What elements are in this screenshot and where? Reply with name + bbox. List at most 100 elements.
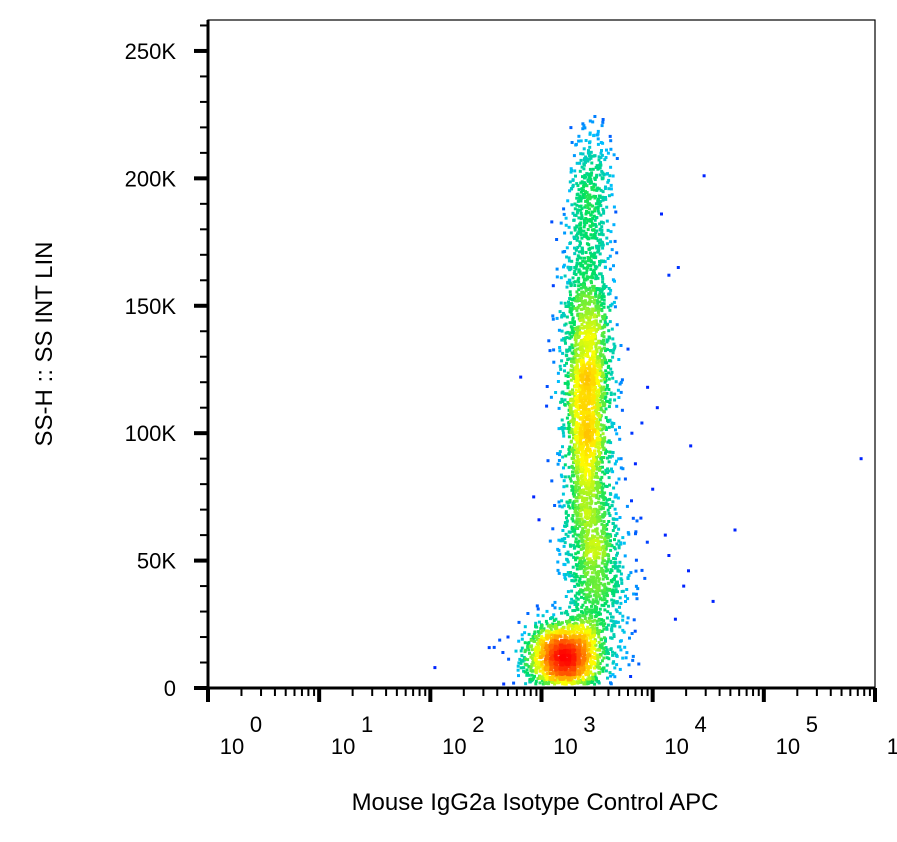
scatter-point (570, 412, 574, 416)
scatter-point (524, 663, 528, 667)
scatter-point (613, 398, 617, 402)
scatter-point (575, 636, 579, 640)
scatter-point (568, 623, 572, 627)
scatter-point (569, 368, 573, 372)
scatter-point (573, 284, 577, 287)
scatter-point (587, 595, 591, 598)
scatter-point (587, 333, 590, 337)
scatter-point (597, 415, 601, 419)
scatter-point (582, 556, 586, 560)
scatter-point (555, 629, 559, 633)
scatter-point (576, 454, 580, 458)
scatter-point (567, 465, 571, 469)
scatter-point (571, 618, 574, 621)
scatter-point (588, 336, 592, 339)
scatter-point (579, 316, 583, 320)
scatter-point (579, 272, 583, 276)
scatter-point (546, 646, 550, 650)
scatter-point (502, 682, 506, 686)
scatter-point (574, 327, 577, 331)
scatter-point (558, 677, 562, 681)
scatter-point (591, 167, 595, 171)
scatter-point (553, 651, 557, 654)
scatter-point (579, 204, 583, 208)
scatter-point (612, 486, 616, 490)
scatter-point (617, 539, 621, 543)
scatter-point (567, 357, 571, 361)
scatter-point (583, 294, 587, 298)
scatter-point (609, 674, 613, 678)
scatter-point (533, 630, 537, 634)
scatter-point (603, 622, 607, 626)
scatter-point (578, 342, 582, 346)
scatter-point (625, 651, 629, 655)
scatter-point (619, 466, 623, 470)
scatter-point (569, 325, 573, 329)
scatter-point (588, 583, 591, 587)
scatter-point (578, 416, 582, 420)
scatter-point (580, 583, 584, 587)
scatter-point (588, 462, 591, 466)
scatter-point (611, 451, 615, 454)
scatter-point (586, 355, 590, 358)
scatter-point (594, 543, 598, 546)
scatter-point (599, 507, 603, 511)
scatter-point (578, 556, 582, 560)
scatter-point (580, 399, 584, 402)
scatter-point (575, 645, 579, 649)
scatter-point (571, 638, 575, 642)
scatter-point (572, 419, 576, 423)
scatter-point (613, 563, 617, 567)
scatter-point (539, 625, 543, 629)
scatter-point (595, 432, 599, 436)
scatter-point (579, 354, 583, 358)
scatter-point (579, 152, 583, 156)
scatter-point (604, 378, 608, 382)
scatter-point (576, 680, 580, 684)
scatter-point (608, 514, 612, 517)
scatter-point (544, 619, 548, 623)
scatter-point (568, 574, 572, 578)
scatter-point (600, 561, 604, 565)
scatter-point (601, 118, 605, 121)
scatter-point (606, 560, 610, 564)
scatter-point (590, 571, 594, 575)
scatter-point (599, 348, 603, 352)
scatter-point (512, 681, 516, 685)
scatter-point (619, 344, 623, 347)
scatter-point (609, 367, 613, 371)
scatter-point (606, 400, 610, 403)
scatter-point (579, 346, 583, 350)
scatter-point (596, 508, 600, 512)
scatter-point (591, 539, 595, 543)
scatter-point (597, 497, 601, 501)
scatter-point (520, 646, 524, 650)
scatter-point (578, 204, 581, 208)
scatter-point (526, 671, 530, 675)
scatter-point (571, 615, 575, 619)
scatter-point (607, 439, 611, 443)
scatter-point (602, 598, 606, 602)
scatter-point (552, 680, 556, 684)
scatter-point (573, 226, 577, 230)
scatter-point (562, 207, 566, 211)
scatter-point (618, 516, 622, 519)
scatter-point (582, 163, 586, 167)
scatter-point (580, 475, 584, 479)
scatter-point (606, 257, 610, 260)
scatter-point (572, 579, 576, 583)
scatter-point (564, 595, 568, 598)
scatter-point (574, 471, 578, 475)
scatter-point (610, 424, 614, 428)
scatter-point (603, 551, 607, 555)
scatter-point (584, 574, 587, 578)
scatter-point (591, 634, 595, 638)
scatter-point (613, 344, 617, 348)
scatter-point (568, 189, 572, 193)
scatter-point (567, 421, 571, 425)
scatter-point (600, 228, 604, 232)
scatter-point (597, 382, 601, 386)
scatter-point (558, 552, 562, 556)
scatter-point (594, 398, 598, 401)
scatter-point (592, 562, 596, 566)
